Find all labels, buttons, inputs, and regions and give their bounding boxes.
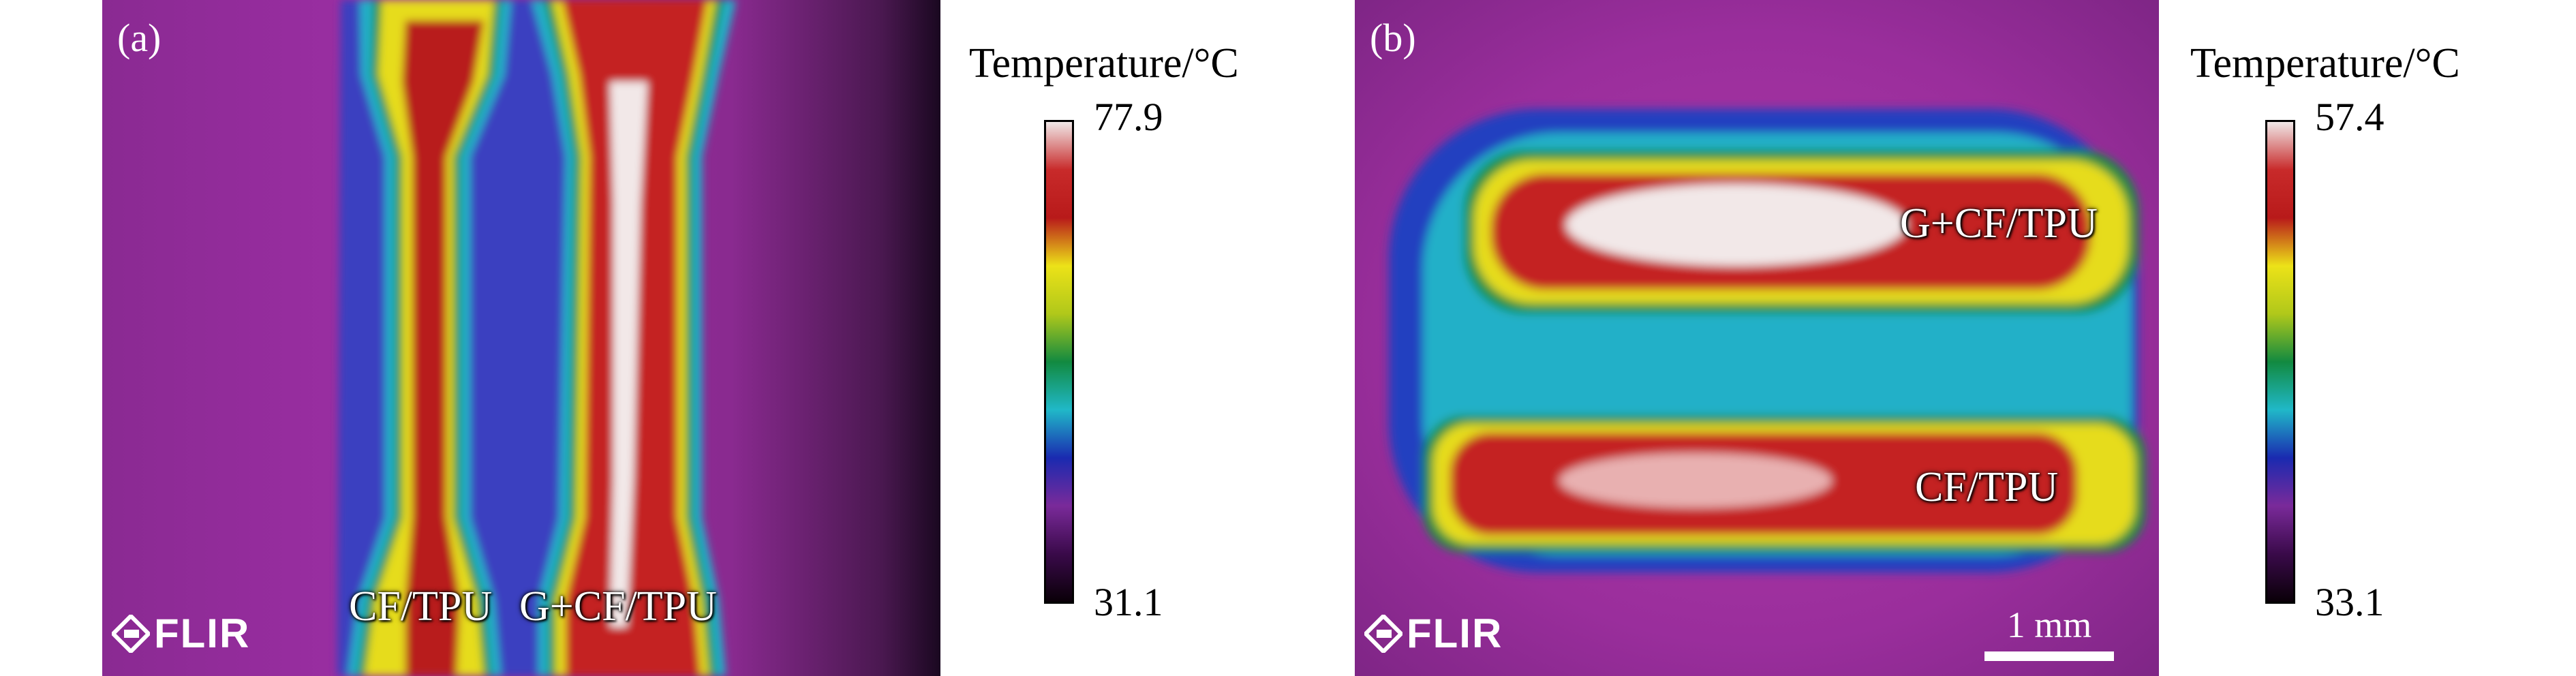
thermal-image-a: (a) CF/TPU G+CF/TPU FLIR (102, 0, 940, 676)
sample-label-cf-tpu: CF/TPU (349, 583, 493, 630)
panel-label: (a) (117, 16, 162, 60)
colorbar-title-b: Temperature/°C (2190, 40, 2460, 87)
sample-label-cf-tpu: CF/TPU (1915, 464, 2059, 510)
colorbar-min-a: 31.1 (1094, 580, 1163, 624)
colorbar-max-a: 77.9 (1094, 95, 1163, 139)
sample-label-g-cf-tpu: G+CF/TPU (519, 583, 717, 630)
flir-logo-icon (1364, 614, 1402, 653)
scale-bar-label: 1 mm (2006, 604, 2092, 645)
colorbar-max-b: 57.4 (2315, 95, 2385, 139)
thermal-image-b: (b) G+CF/TPU CF/TPU FLIR 1 mm (1355, 0, 2159, 676)
flir-logo-text: FLIR (1407, 611, 1503, 656)
scale-bar-line (1984, 651, 2114, 661)
flir-logo: FLIR (1364, 610, 1503, 657)
flir-logo-text: FLIR (154, 611, 251, 656)
sample-label-g-cf-tpu: G+CF/TPU (1900, 200, 2098, 247)
colorbar-a (1044, 120, 1074, 604)
colorbar-title-a: Temperature/°C (969, 40, 1239, 87)
colorbar-min-b: 33.1 (2315, 580, 2385, 624)
colorbar-b (2265, 120, 2295, 604)
flir-logo: FLIR (112, 610, 250, 657)
scale-bar: 1 mm (1984, 606, 2114, 661)
flir-logo-icon (112, 614, 150, 653)
panel-label: (b) (1370, 16, 1416, 60)
